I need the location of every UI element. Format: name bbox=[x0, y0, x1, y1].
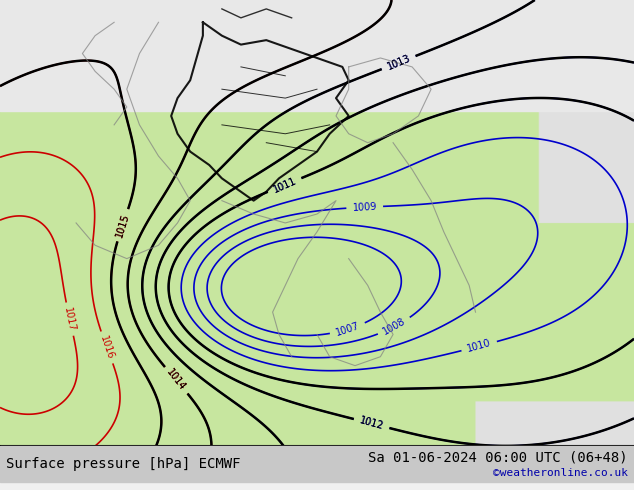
Text: 1011: 1011 bbox=[271, 175, 298, 195]
Text: 1012: 1012 bbox=[358, 416, 385, 432]
Bar bbox=[0, 446, 634, 482]
Text: Surface pressure [hPa] ECMWF: Surface pressure [hPa] ECMWF bbox=[6, 457, 241, 471]
Text: 1016: 1016 bbox=[98, 334, 115, 361]
Text: 1010: 1010 bbox=[466, 338, 493, 354]
Text: 1007: 1007 bbox=[335, 320, 361, 338]
Text: 1014: 1014 bbox=[165, 368, 188, 393]
Text: 1015: 1015 bbox=[114, 212, 131, 239]
Text: Sa 01-06-2024 06:00 UTC (06+48): Sa 01-06-2024 06:00 UTC (06+48) bbox=[368, 450, 628, 464]
Text: ©weatheronline.co.uk: ©weatheronline.co.uk bbox=[493, 467, 628, 478]
Text: 1011: 1011 bbox=[271, 175, 298, 195]
Text: 1017: 1017 bbox=[62, 306, 77, 332]
Text: 1013: 1013 bbox=[385, 53, 412, 72]
Text: 1015: 1015 bbox=[114, 212, 131, 239]
Text: 1009: 1009 bbox=[353, 201, 377, 213]
Text: 1014: 1014 bbox=[165, 368, 188, 393]
Text: 1013: 1013 bbox=[385, 53, 412, 72]
Text: 1012: 1012 bbox=[358, 416, 385, 432]
Text: 1008: 1008 bbox=[381, 316, 408, 337]
